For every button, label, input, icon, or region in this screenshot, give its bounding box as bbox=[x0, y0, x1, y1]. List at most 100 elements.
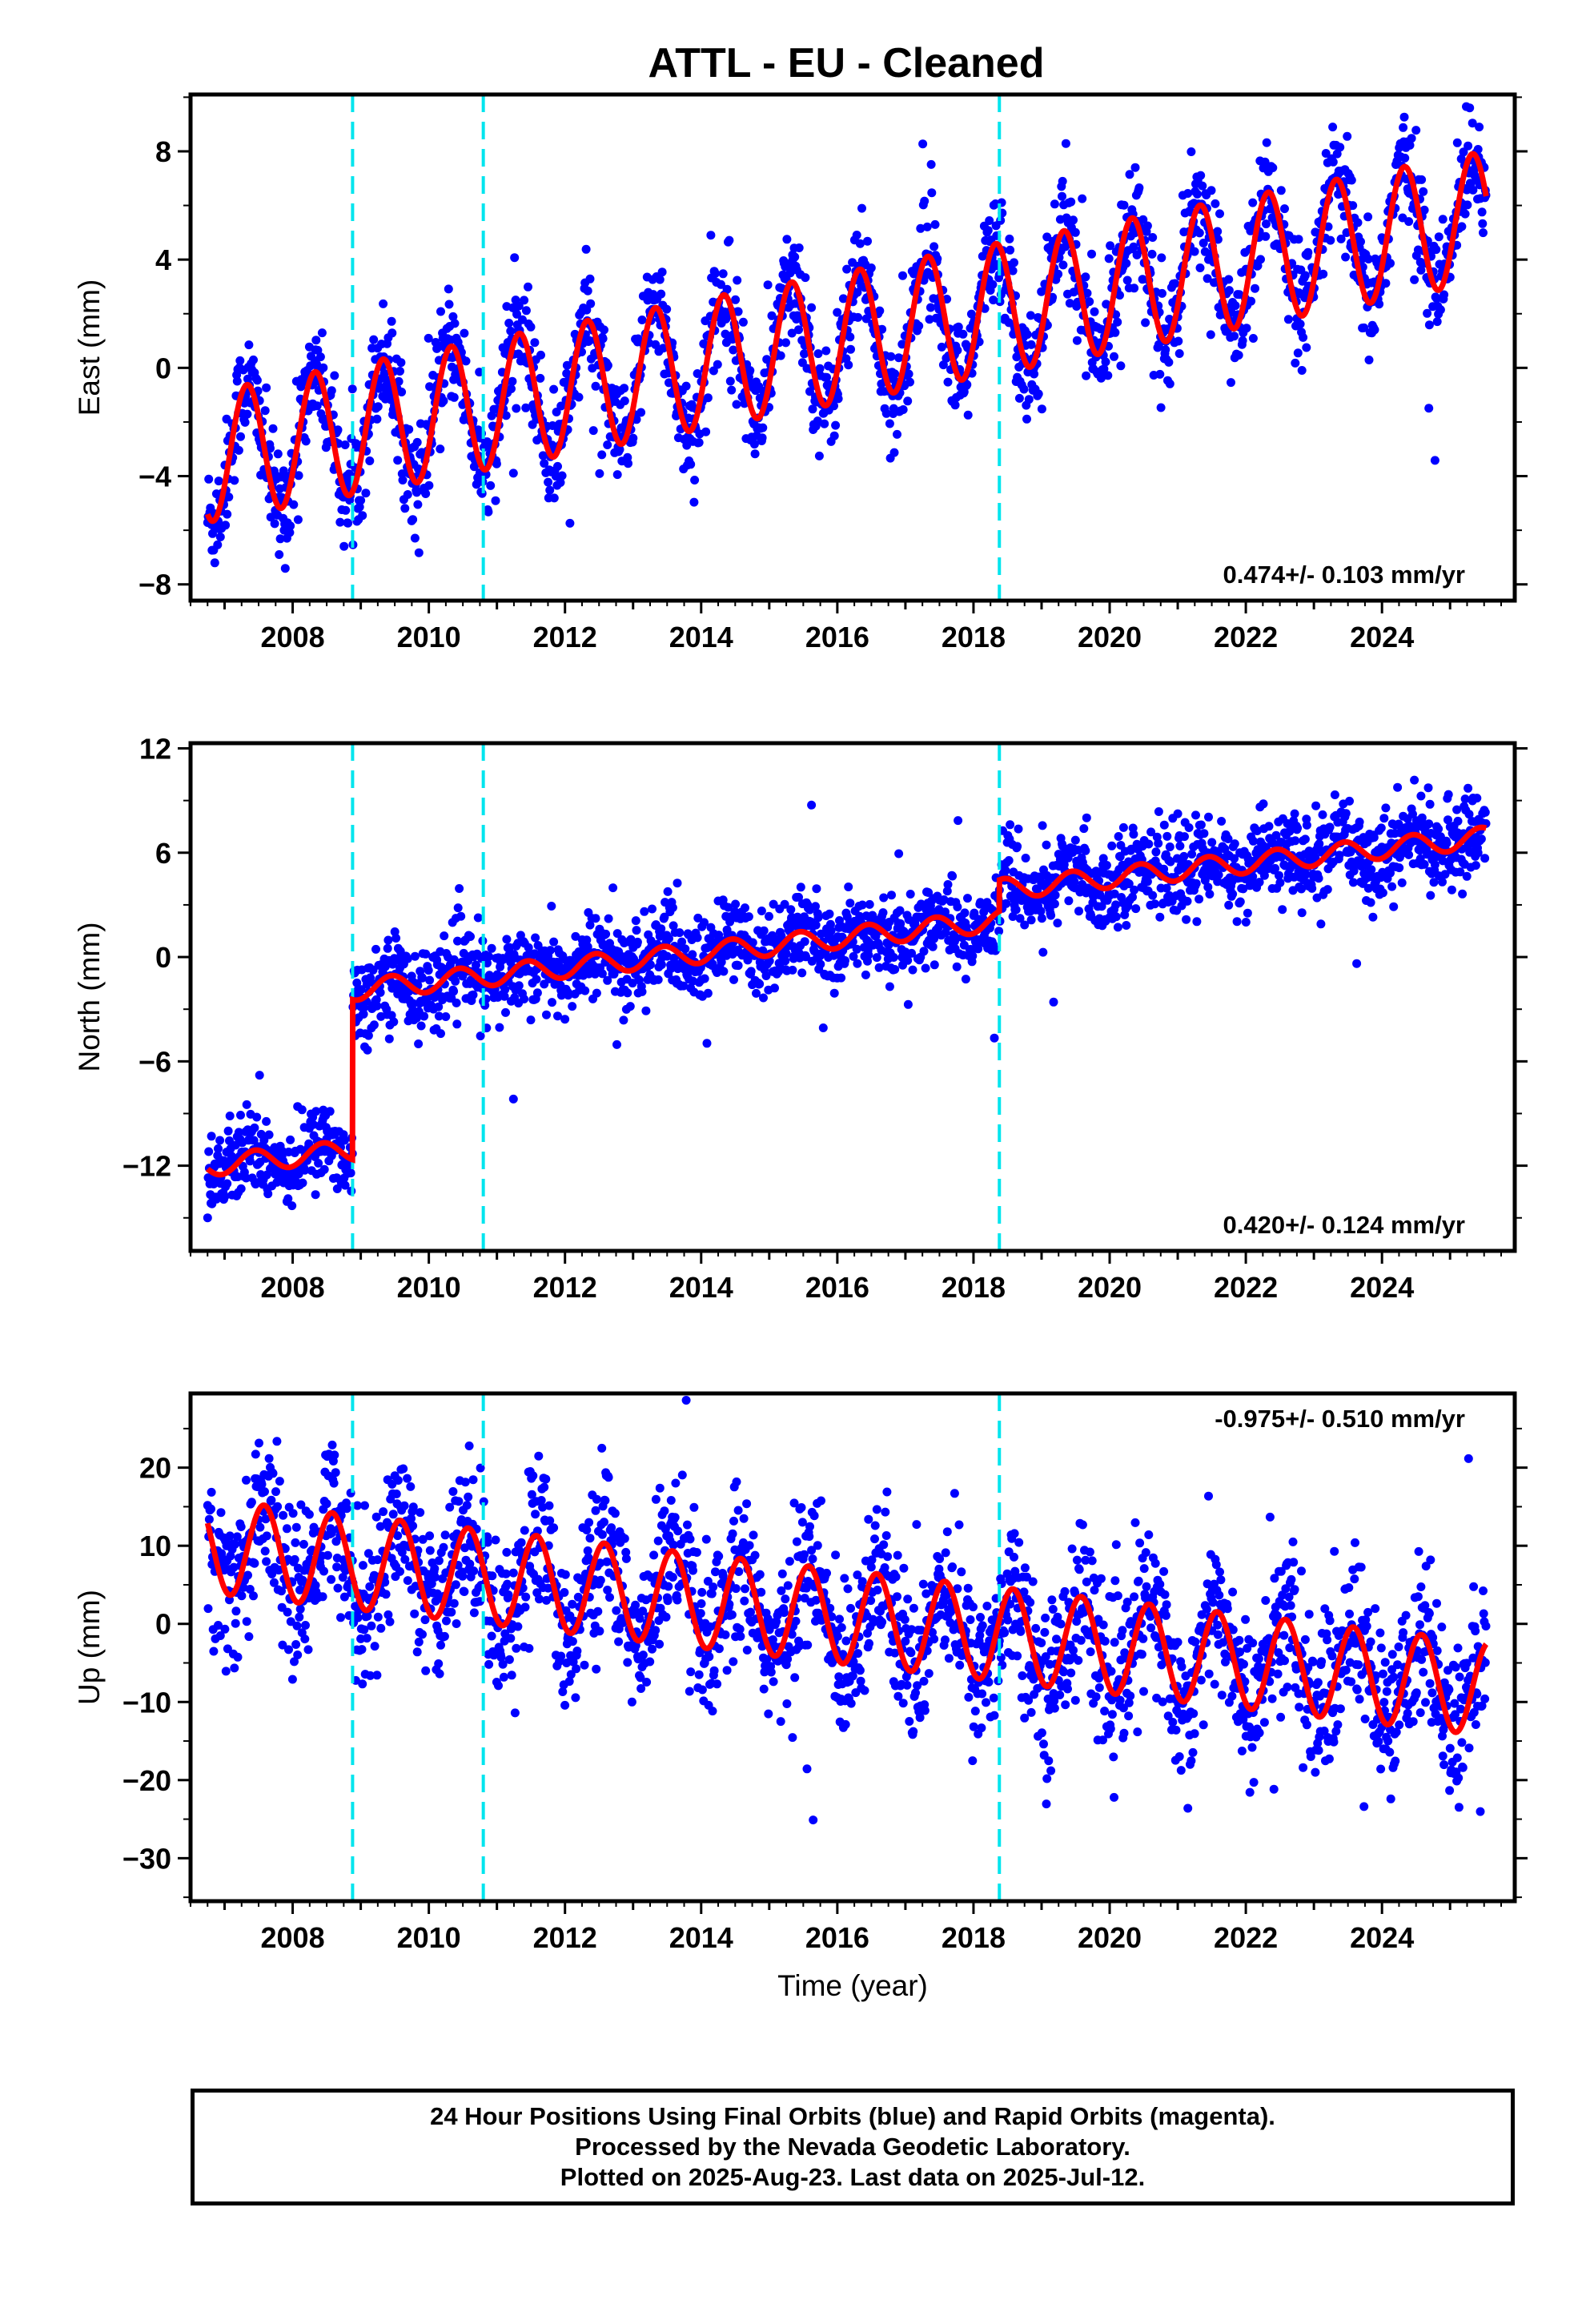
north-data-point bbox=[203, 1213, 212, 1223]
north-data-point bbox=[1224, 900, 1234, 910]
north-data-point bbox=[741, 903, 749, 913]
east-data-point bbox=[1215, 209, 1224, 219]
north-data-point bbox=[1162, 831, 1172, 841]
east-data-point bbox=[1434, 232, 1443, 242]
north-data-point bbox=[204, 1147, 214, 1156]
east-data-point bbox=[813, 349, 823, 359]
north-data-point bbox=[449, 987, 459, 996]
east-data-point bbox=[1435, 305, 1445, 315]
east-data-point bbox=[733, 307, 743, 316]
north-data-point bbox=[1014, 824, 1023, 834]
north-data-point bbox=[895, 906, 905, 915]
north-data-point bbox=[1395, 863, 1404, 873]
north-data-point bbox=[1195, 895, 1204, 904]
north-data-point bbox=[631, 916, 640, 926]
north-data-point bbox=[371, 944, 380, 954]
east-data-point bbox=[1103, 371, 1113, 380]
north-data-point bbox=[608, 883, 618, 893]
east-data-point bbox=[814, 451, 824, 460]
north-data-point bbox=[1165, 842, 1174, 851]
east-data-point bbox=[853, 312, 863, 322]
north-data-point bbox=[1021, 854, 1030, 862]
east-data-point bbox=[943, 377, 953, 387]
north-data-point bbox=[903, 999, 913, 1009]
north-data-point bbox=[1232, 917, 1242, 927]
up-data-point bbox=[385, 1617, 395, 1626]
east-data-point bbox=[898, 405, 908, 414]
up-data-point bbox=[396, 1566, 404, 1576]
north-data-point bbox=[700, 974, 709, 983]
east-data-point bbox=[1291, 358, 1300, 368]
east-data-point bbox=[757, 433, 767, 443]
panel-up: 2008 2010 2012 2014 2016 2018 2020 2022 2024−30−… bbox=[73, 1391, 1528, 2002]
up-data-point bbox=[260, 1487, 269, 1497]
east-data-point bbox=[725, 376, 735, 386]
east-data-point bbox=[215, 533, 225, 541]
up-data-point bbox=[204, 1514, 214, 1524]
north-data-point bbox=[844, 883, 853, 891]
east-data-point bbox=[807, 303, 817, 312]
east-data-point bbox=[1399, 123, 1408, 132]
east-data-point bbox=[544, 477, 553, 487]
north-data-point bbox=[1404, 850, 1414, 859]
east-data-point bbox=[750, 449, 760, 459]
north-data-point bbox=[1129, 830, 1138, 839]
north-data-point bbox=[1325, 822, 1335, 832]
east-data-point bbox=[785, 268, 795, 278]
east-data-point bbox=[508, 376, 517, 386]
up-data-point bbox=[322, 1499, 331, 1509]
north-data-point bbox=[688, 950, 697, 959]
east-data-point bbox=[1078, 194, 1087, 203]
up-data-point bbox=[236, 1522, 246, 1531]
north-data-point bbox=[1426, 891, 1435, 900]
east-data-point bbox=[294, 471, 303, 480]
north-data-point bbox=[424, 966, 433, 975]
east-data-point bbox=[905, 377, 914, 387]
up-data-point bbox=[399, 1464, 408, 1474]
east-data-point bbox=[491, 496, 500, 505]
north-data-point bbox=[604, 914, 613, 923]
east-data-point bbox=[512, 309, 521, 319]
north-data-point bbox=[286, 1135, 295, 1144]
up-data-point bbox=[221, 1667, 231, 1676]
east-data-point bbox=[387, 316, 396, 326]
north-data-point bbox=[487, 943, 496, 953]
east-data-point bbox=[718, 269, 728, 279]
north-data-point bbox=[968, 951, 978, 961]
up-data-point bbox=[290, 1554, 299, 1564]
east-x-tick-label: 2008 bbox=[261, 621, 325, 653]
north-data-point bbox=[872, 953, 881, 963]
north-data-point bbox=[298, 1178, 307, 1188]
east-data-point bbox=[436, 444, 445, 454]
up-data-point bbox=[372, 1671, 382, 1680]
east-data-point bbox=[208, 529, 217, 538]
east-data-point bbox=[1174, 336, 1183, 346]
up-data-point bbox=[365, 1582, 375, 1591]
north-data-point bbox=[1352, 959, 1362, 968]
east-data-point bbox=[520, 296, 529, 305]
east-data-point bbox=[1400, 153, 1410, 163]
north-data-point bbox=[531, 933, 540, 943]
east-data-point bbox=[1113, 317, 1122, 327]
east-y-tick-label: 8 bbox=[155, 135, 171, 168]
east-data-point bbox=[805, 387, 814, 396]
north-data-point bbox=[619, 1015, 628, 1025]
east-data-point bbox=[855, 239, 865, 248]
north-data-point bbox=[225, 1112, 235, 1120]
east-data-point bbox=[1328, 123, 1338, 132]
east-data-point bbox=[557, 471, 567, 480]
north-data-point bbox=[473, 913, 483, 923]
east-data-point bbox=[920, 196, 930, 206]
east-data-point bbox=[1460, 209, 1470, 219]
east-data-point bbox=[1363, 212, 1373, 222]
north-data-point bbox=[484, 951, 494, 961]
east-data-point bbox=[591, 381, 600, 391]
north-data-point bbox=[1079, 824, 1089, 834]
east-data-point bbox=[597, 450, 607, 460]
north-data-point bbox=[369, 1020, 379, 1030]
east-data-point bbox=[1190, 247, 1199, 256]
east-data-point bbox=[926, 159, 936, 169]
north-x-tick-label: 2014 bbox=[669, 1271, 733, 1304]
north-data-point bbox=[744, 912, 753, 922]
east-data-point bbox=[343, 518, 353, 528]
